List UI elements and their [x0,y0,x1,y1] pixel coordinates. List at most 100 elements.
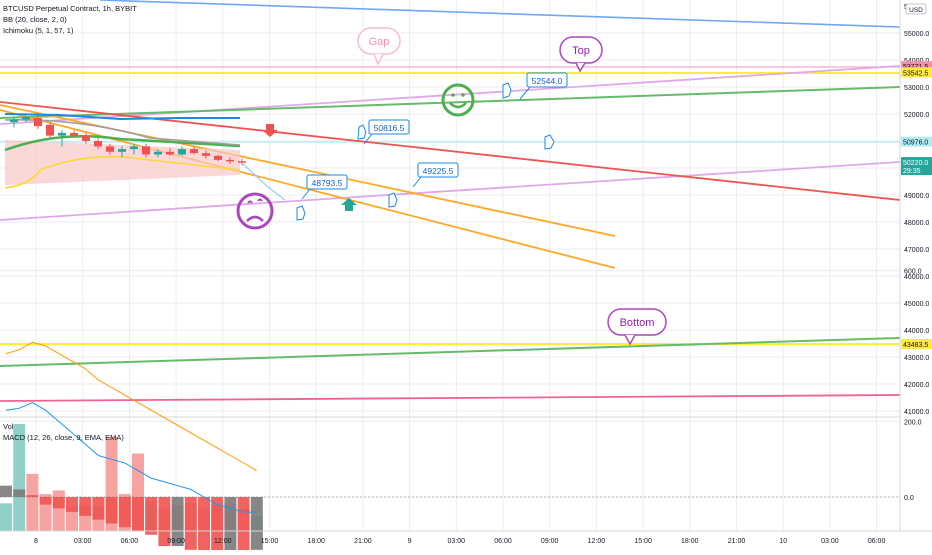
macd-label: MACD (12, 26, close, 9, EMA, EMA) [3,433,124,442]
macd-histogram-bar [0,485,12,497]
macd-histogram-bar [13,489,26,497]
price-label-box [901,338,932,349]
price-tick-label: 45000.0 [904,301,929,308]
macd-histogram-bar [118,497,131,528]
svg-text:48793.5: 48793.5 [312,178,343,188]
macd-histogram-bar [171,497,184,547]
symbol-title: BTCUSD Perpetual Contract, 1h, BYBIT [3,4,137,13]
time-axis: 8 03:00 06:00 09:00 12:00 15:00 18:00 21:00 9 03:… [0,530,932,545]
candle-body [58,132,66,136]
green-upper-line [0,86,901,119]
candle-body [214,155,222,160]
signal-line [5,341,258,472]
macd-panel [0,341,900,555]
note-52544: 52544.0 [519,72,568,100]
time-tick-label: 10 [779,538,787,545]
time-tick-label: 15:00 [634,538,652,545]
volume-bar [66,507,78,531]
candle-body [22,116,30,120]
hand-pointer-icon [296,82,555,221]
pink-bottom-line [0,394,901,402]
projection-path [242,163,286,201]
price-axis: 55000.054000.053000.052000.051000.050000… [899,0,929,531]
candle-body [190,149,198,154]
candle-body [82,135,90,141]
bottom-label: Bottom [620,317,655,329]
macd-histogram-bar [184,497,197,550]
macd-histogram-bar [39,497,52,505]
macd-histogram-bar [105,497,118,524]
candle-body [178,149,186,155]
price-label-text: 53542.5 [903,70,928,77]
price-tick-label: 43000.0 [904,355,929,362]
price-tick-label: 48000.0 [904,220,929,227]
gap-callout: Gap [357,27,401,66]
price-tick-label: 42000.0 [904,382,929,389]
price-label-text: 50220.0 [903,160,928,167]
volume-bar [13,424,26,531]
time-tick-label: 12:00 [588,538,606,545]
macd-histogram-bar [52,497,65,509]
candle-body [46,124,54,136]
bb-yellow-line [4,155,241,189]
top-label: Top [572,45,590,57]
violet-lower-channel [0,161,901,221]
macd-histogram-bar [250,497,263,550]
currency-badge-text: USD [909,7,923,14]
vol-label: Vol [3,422,14,431]
macd-legend: Vol MACD (12, 26, close, 9, EMA, EMA) [3,421,124,443]
top-callout: Top [559,36,603,73]
price-tick-label: 49000.0 [904,193,929,200]
candle-body [10,119,18,123]
chart-legend: BTCUSD Perpetual Contract, 1h, BYBIT BB … [3,3,137,36]
candle-body [226,159,234,162]
macd-histogram-bar [237,497,250,554]
svg-text:50816.5: 50816.5 [374,123,405,133]
currency-badge: USD [905,3,927,15]
macd-tick-label: 600.0 [904,269,922,276]
note-49225: 49225.5 [412,162,459,188]
time-tick-label: 21:00 [354,538,372,545]
candle-body [166,151,174,155]
candle-body [34,118,42,127]
macd-histogram-bar [26,495,39,497]
price-tick-label: 52000.0 [904,112,929,119]
sad-face-icon [236,192,274,230]
price-label-text: 50976.0 [903,140,928,147]
happy-face-icon [441,83,475,117]
price-label-box [901,67,932,78]
candle-body [118,149,126,152]
macd-histogram-bar [198,497,210,554]
up-arrow-marker [341,198,357,211]
time-tick-label: 03:00 [74,538,92,545]
note-48793: 48793.5 [301,174,348,200]
bb-green-line [4,134,241,152]
time-tick-label: 12:00 [214,538,232,545]
svg-text:49225.5: 49225.5 [423,166,454,176]
macd-line [5,402,257,513]
time-tick-label: 8 [34,538,38,545]
price-tick-label: 55000.0 [904,31,929,38]
candle-body [154,151,162,155]
time-tick-label: 09:00 [541,538,559,545]
candles [10,114,246,166]
price-label-box [901,61,932,72]
time-tick-label: 21:00 [728,538,746,545]
candle-body [142,146,150,155]
macd-histogram-bar [66,497,78,513]
candle-body [94,141,102,147]
time-tick-label: 18:00 [681,538,699,545]
time-tick-label: 03:00 [448,538,466,545]
time-tick-label: 06:00 [494,538,512,545]
blue-trendline [99,0,901,28]
macd-histogram-bar [132,497,144,531]
price-label-box [901,157,932,176]
time-tick-label: 18:00 [307,538,325,545]
time-tick-label: 15:00 [261,538,279,545]
price-tick-label: 41000.0 [904,409,929,416]
bb-upper-band [4,113,240,121]
volume-bar [0,503,12,531]
time-tick-label: 06:00 [868,538,886,545]
